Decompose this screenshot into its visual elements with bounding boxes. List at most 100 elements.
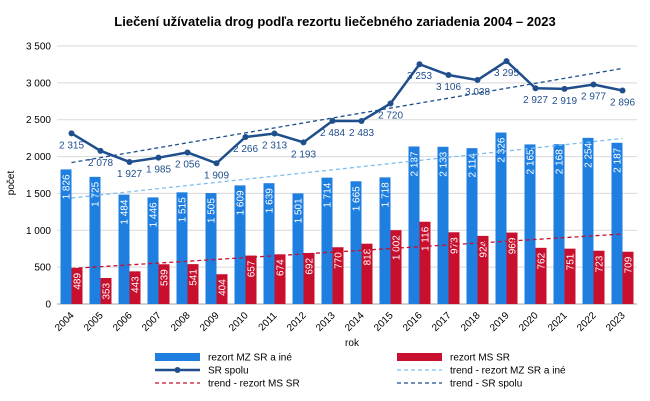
bar-mz-label: 1 714	[323, 182, 334, 207]
total-marker	[532, 85, 539, 92]
grid	[57, 45, 637, 305]
bar-ms-label: 443	[131, 276, 142, 293]
bar-ms	[100, 277, 112, 304]
bar-ms	[332, 247, 344, 304]
bar-mz	[495, 132, 507, 304]
bar-ms-label: 404	[218, 279, 229, 296]
bar-mz-label: 1 446	[149, 202, 160, 227]
total-marker	[474, 77, 481, 84]
bar-ms-label: 924	[479, 240, 490, 257]
bar-mz-label: 1 484	[120, 199, 131, 224]
bar-mz-label: 1 501	[294, 198, 305, 223]
bar-ms-label: 770	[334, 252, 345, 269]
bar-mz	[582, 137, 594, 304]
total-label: 2 977	[581, 92, 606, 103]
bar-ms	[419, 221, 431, 304]
bar-ms-label: 751	[566, 253, 577, 270]
x-tick-label: 2010	[227, 310, 251, 334]
bar-ms	[361, 243, 373, 304]
total-label: 3 106	[436, 82, 461, 93]
bar-mz-label: 2 326	[497, 137, 508, 162]
total-label: 3 253	[407, 71, 432, 82]
legend-label: SR spolu	[208, 366, 249, 377]
bar-ms	[187, 264, 199, 304]
bar-mz	[379, 177, 391, 304]
legend-label: rezort MZ SR a iné	[208, 353, 292, 364]
bar-ms-label: 541	[189, 269, 200, 286]
bar-ms-label: 489	[73, 273, 84, 290]
y-tick-label: 1 000	[26, 226, 51, 237]
total-marker	[445, 72, 452, 79]
total-label: 2 313	[262, 140, 287, 151]
x-tick-label: 2005	[82, 310, 106, 334]
x-tick-label: 2017	[430, 310, 454, 334]
total-marker	[271, 130, 278, 137]
total-marker	[184, 149, 191, 156]
y-tick-label: 3 000	[26, 78, 51, 89]
bar-mz-label: 1 826	[62, 174, 73, 199]
x-tick-label: 2012	[285, 310, 309, 334]
x-axis-title: rok	[345, 338, 360, 349]
bar-mz-label: 1 609	[236, 190, 247, 215]
total-marker	[242, 133, 249, 140]
bar-ms	[622, 251, 634, 304]
bar-ms-label: 692	[305, 258, 316, 275]
total-label: 2 483	[349, 128, 374, 139]
bar-ms	[71, 267, 83, 304]
bar-mz	[350, 181, 362, 304]
trendline	[71, 233, 623, 270]
bar-ms	[535, 247, 547, 304]
bar-ms	[448, 232, 460, 304]
total-marker	[329, 117, 336, 124]
bar-mz	[234, 185, 246, 304]
bar-mz-label: 1 725	[91, 181, 102, 206]
legend-marker	[174, 367, 181, 373]
bar-mz	[611, 142, 623, 304]
bar-mz-label: 2 137	[410, 151, 421, 176]
total-marker	[68, 130, 75, 137]
bar-ms-label: 818	[363, 248, 374, 265]
total-marker	[416, 61, 423, 68]
bar-mz	[408, 146, 420, 304]
total-label: 2 720	[378, 110, 403, 121]
x-tick-label: 2019	[488, 310, 512, 334]
bar-mz	[553, 144, 565, 304]
bar-ms	[216, 274, 228, 304]
y-axis-title: počet	[6, 171, 17, 196]
x-tick-label: 2004	[53, 310, 77, 334]
bar-mz	[118, 194, 130, 304]
total-label: 2 056	[175, 159, 200, 170]
bar-mz	[437, 146, 449, 304]
bar-mz	[263, 183, 275, 304]
total-marker	[619, 87, 626, 94]
y-tick-label: 2 500	[26, 115, 51, 126]
total-marker	[358, 117, 365, 124]
x-tick-label: 2011	[257, 310, 280, 333]
bar-ms-label: 709	[624, 256, 635, 273]
legend-label: rezort MS SR	[450, 353, 510, 364]
x-tick-label: 2008	[169, 310, 193, 334]
bar-ms-label: 762	[537, 252, 548, 269]
bar-mz-label: 1 665	[352, 186, 363, 211]
bar-ms	[129, 271, 141, 304]
x-tick-label: 2022	[575, 310, 599, 334]
bar-ms	[158, 264, 170, 304]
bar-ms	[390, 230, 402, 304]
total-label: 2 927	[523, 95, 548, 106]
bar-ms	[593, 250, 605, 304]
total-marker	[503, 58, 510, 65]
bar-mz	[524, 144, 536, 304]
bar-mz	[321, 177, 333, 304]
y-tick-label: 0	[45, 300, 51, 311]
x-tick-label: 2007	[140, 310, 164, 334]
bar-ms-label: 969	[508, 237, 519, 254]
bar-ms	[564, 248, 576, 304]
chart-title: Liečení užívatelia drog podľa rezortu li…	[114, 14, 555, 29]
y-tick-label: 1 500	[26, 189, 51, 200]
y-tick-label: 3 500	[26, 42, 51, 53]
x-tick-label: 2009	[198, 310, 222, 334]
total-label: 2 896	[610, 98, 635, 109]
total-label: 1 985	[146, 165, 171, 176]
y-tick-label: 500	[34, 263, 51, 274]
legend-swatch	[397, 353, 442, 361]
